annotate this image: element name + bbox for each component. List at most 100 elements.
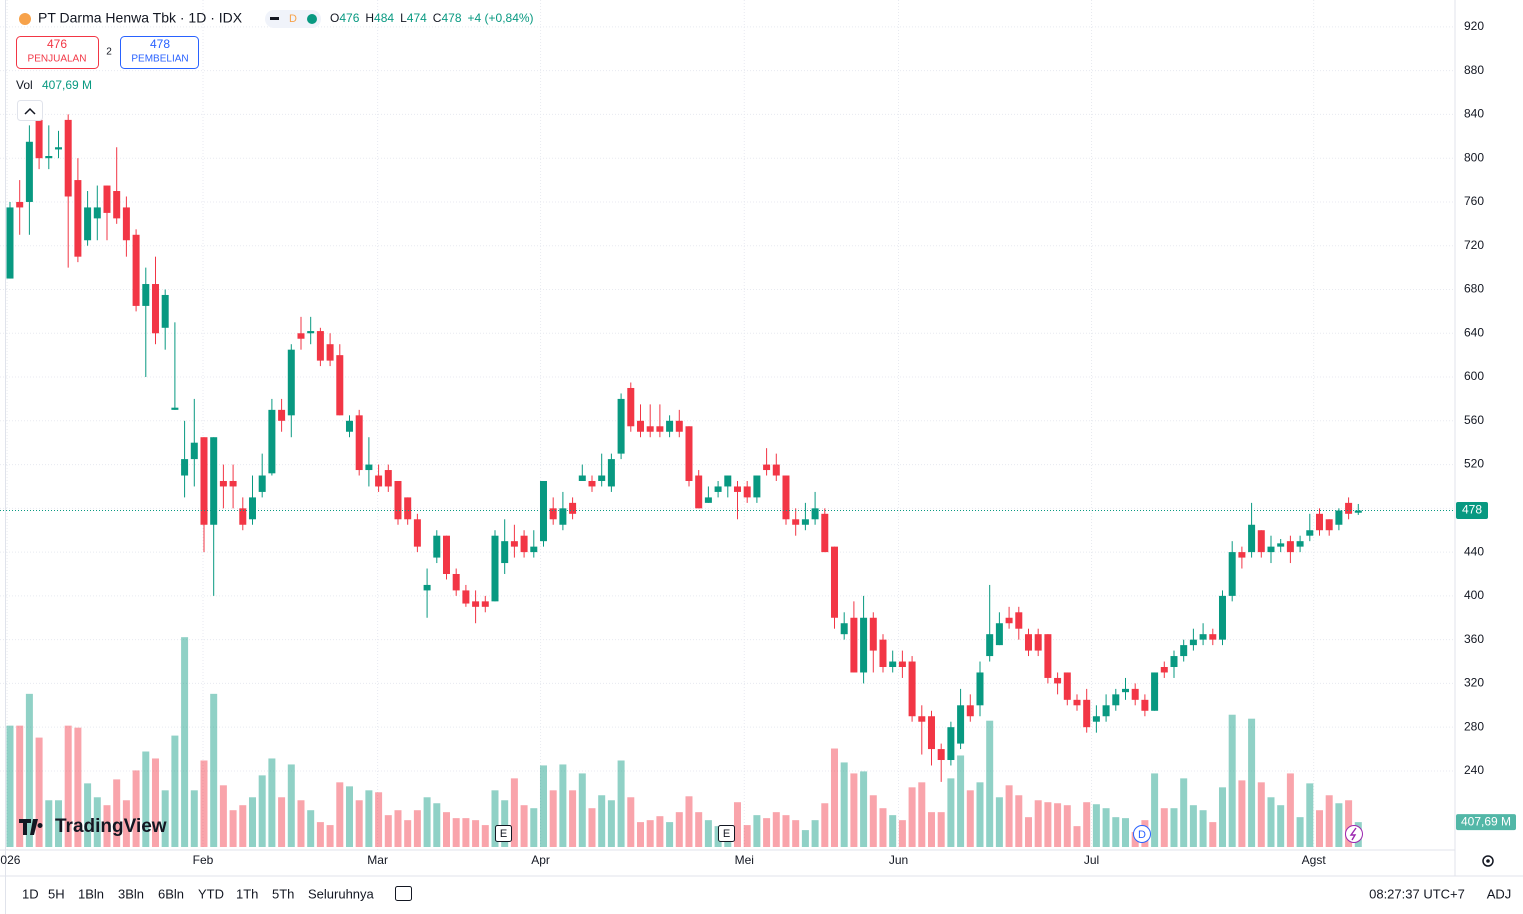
volume-bar <box>345 786 353 847</box>
candle-body <box>345 420 353 432</box>
volume-bar <box>840 762 848 847</box>
range-button[interactable]: 1D <box>22 886 39 901</box>
date-range-icon[interactable] <box>395 886 412 901</box>
buy-button[interactable] <box>120 36 199 69</box>
range-button[interactable]: 5H <box>48 886 65 901</box>
buy-label: PEMBELIAN <box>131 54 188 65</box>
volume-bar <box>1296 817 1304 847</box>
ohlc-value: 474 <box>407 11 427 25</box>
candle-body <box>181 459 189 476</box>
candle-body <box>646 426 654 432</box>
candle-body <box>607 459 615 487</box>
volume-bar <box>45 800 53 847</box>
volume-bar <box>258 775 266 847</box>
candle-body <box>355 415 363 471</box>
candle-body <box>782 475 790 520</box>
x-tick-label: Jul <box>1084 853 1099 867</box>
candle-body <box>1257 530 1265 553</box>
dividend-marker[interactable] <box>1133 825 1151 843</box>
volume-bar <box>1238 780 1246 847</box>
volume-bar <box>161 790 169 847</box>
range-button[interactable]: 6Bln <box>158 886 184 901</box>
volume-bar <box>1005 785 1013 847</box>
x-tick-label: Apr <box>531 853 550 867</box>
candle-body <box>1306 530 1314 536</box>
candle-body <box>35 119 43 159</box>
candle-body <box>394 480 402 520</box>
candle-body <box>219 480 227 487</box>
candle-body <box>122 207 130 241</box>
logo-icon <box>19 819 43 835</box>
volume-bar <box>1121 818 1129 847</box>
candle-body <box>258 475 266 492</box>
last-volume-tag <box>1456 814 1516 831</box>
candle-body <box>64 119 72 197</box>
ohlc-legend: O476 H484 L474 C478 +4 (+0,84%) <box>330 11 534 25</box>
candle-body <box>1131 688 1139 700</box>
earnings-marker[interactable] <box>718 825 735 842</box>
sell-button[interactable] <box>16 36 99 69</box>
symbol-icon <box>19 13 31 25</box>
volume-bar <box>307 810 315 847</box>
sell-price: 476 <box>47 37 67 51</box>
candle-body <box>25 141 33 202</box>
settings-icon[interactable] <box>1482 855 1494 867</box>
candle-body <box>1315 513 1323 531</box>
volume-bar <box>423 797 431 847</box>
volume-bar <box>6 725 14 847</box>
candle-body <box>171 407 179 410</box>
volume-bar <box>278 797 286 847</box>
range-button[interactable]: YTD <box>198 886 224 901</box>
collapse-button[interactable] <box>17 100 43 121</box>
candle-body <box>501 541 509 564</box>
volume-bar <box>530 808 538 847</box>
candle-body <box>714 486 722 492</box>
volume-bar <box>569 790 577 847</box>
candle-body <box>404 497 412 520</box>
volume-bar <box>491 790 499 847</box>
candle-body <box>1238 552 1246 558</box>
candle-layer <box>6 103 1362 782</box>
y-tick-label: 880 <box>1464 63 1484 77</box>
range-button[interactable]: 1Th <box>236 886 258 901</box>
volume-bar <box>404 820 412 847</box>
candle-body <box>268 409 276 474</box>
y-tick-label: 640 <box>1464 325 1484 339</box>
y-tick-label: 320 <box>1464 676 1484 690</box>
event-marker[interactable] <box>1345 825 1363 843</box>
logo-text: TradingView <box>55 816 167 837</box>
volume-bar <box>937 812 945 847</box>
volume-bar <box>598 795 606 847</box>
candle-body <box>1024 634 1032 651</box>
range-button[interactable]: Seluruhnya <box>308 886 375 901</box>
candle-body <box>869 617 877 651</box>
adj-button[interactable]: ADJ <box>1487 886 1512 901</box>
volume-bar <box>132 770 140 847</box>
candle-body <box>792 519 800 525</box>
volume-bar <box>229 810 237 847</box>
range-button[interactable]: 5Th <box>272 886 294 901</box>
volume-bar <box>821 803 829 847</box>
lightning-icon <box>1349 827 1357 841</box>
range-button[interactable]: 3Bln <box>118 886 144 901</box>
earnings-marker[interactable] <box>495 825 512 842</box>
candle-body <box>724 475 732 487</box>
volume-legend-label: Vol <box>16 78 33 92</box>
x-tick-label: 2026 <box>0 853 21 867</box>
candle-body <box>74 180 82 257</box>
volume-bar <box>860 771 868 847</box>
candle-body <box>510 541 518 547</box>
volume-bar <box>433 803 441 847</box>
range-button[interactable]: 1Bln <box>78 886 104 901</box>
volume-bar <box>627 797 635 847</box>
y-tick-label: 680 <box>1464 282 1484 296</box>
candle-body <box>200 437 208 525</box>
volume-bar <box>1286 773 1294 847</box>
volume-bar <box>64 725 72 847</box>
volume-bar <box>656 816 664 847</box>
volume-bar <box>1257 782 1265 847</box>
x-tick-label: Mar <box>367 853 388 867</box>
candle-body <box>743 486 751 498</box>
candle-body <box>927 716 935 750</box>
volume-bar <box>1112 817 1120 847</box>
